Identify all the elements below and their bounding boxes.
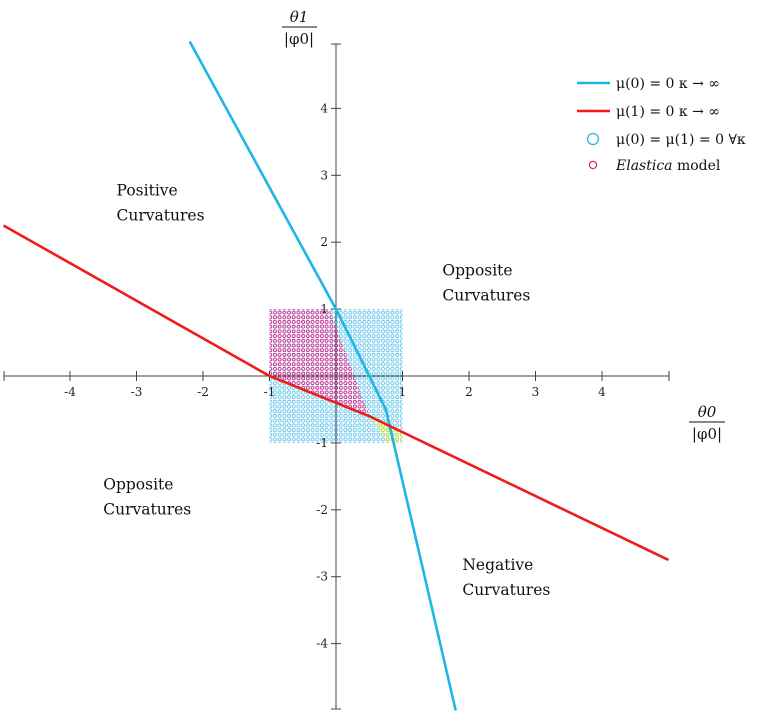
y-tick-label: 1 xyxy=(320,302,328,316)
legend-label-3-rest: model xyxy=(673,158,721,174)
y-tick-label: -4 xyxy=(316,637,328,651)
legend-label-3: Elastica model xyxy=(615,158,721,174)
annotation-1: Opposite Curvatures xyxy=(442,262,530,305)
y-tick-label: 2 xyxy=(320,235,328,249)
y-tick-label: 3 xyxy=(320,168,328,182)
x-tick-label: 3 xyxy=(532,385,540,399)
y-axis-title: θ1 |φ0| xyxy=(282,8,317,48)
x-tick-label: 4 xyxy=(598,385,606,399)
series-line-1 xyxy=(2,224,670,562)
legend-label-1: μ(1) = 0 κ → ∞ xyxy=(616,104,720,120)
region-annotations: PositiveCurvaturesOppositeCurvaturesOppo… xyxy=(103,181,550,599)
marker-region-3 xyxy=(269,309,370,417)
tick-labels: -4 -3 -2 -1 1 2 3 4 4 3 2 1 -1 -2 -3 -4 xyxy=(64,101,606,650)
annotation-3-line-0: Negative xyxy=(462,556,533,574)
annotation-2-line-0: Opposite xyxy=(103,476,173,494)
x-tick-label: -2 xyxy=(197,385,209,399)
x-tick-label: -4 xyxy=(64,385,76,399)
y-axis-title-denominator: |φ0| xyxy=(284,30,314,48)
y-tick-label: -2 xyxy=(316,503,328,517)
y-tick-label: -3 xyxy=(316,570,328,584)
legend-swatch-pink-circle xyxy=(588,160,598,170)
y-tick-label: -1 xyxy=(316,436,328,450)
series-lines xyxy=(2,40,670,711)
series-line-0 xyxy=(188,40,457,711)
x-axis-title-denominator: |φ0| xyxy=(692,425,722,443)
x-axis-title-numerator: θ0 xyxy=(698,403,717,421)
annotation-2: Opposite Curvatures xyxy=(103,476,191,519)
x-axis-title: θ0 |φ0| xyxy=(689,403,725,443)
marker-region-4 xyxy=(369,416,402,443)
x-tick-label: -3 xyxy=(131,385,143,399)
x-tick-label: -1 xyxy=(264,385,276,399)
x-tick-label: 2 xyxy=(465,385,473,399)
annotation-2-line-1: Curvatures xyxy=(103,501,191,519)
annotation-3: Negative Curvatures xyxy=(462,556,550,599)
annotation-0-line-0: Positive xyxy=(117,181,178,199)
legend-label-3-italic: Elastica xyxy=(615,158,673,174)
annotation-0-line-1: Curvatures xyxy=(117,206,205,224)
y-axis-title-numerator: θ1 xyxy=(290,8,309,26)
axes xyxy=(3,43,670,710)
annotation-3-line-1: Curvatures xyxy=(462,581,550,599)
annotation-0: Positive Curvatures xyxy=(117,181,205,224)
legend-swatch-blue-circle xyxy=(586,132,600,146)
x-tick-label: 1 xyxy=(399,385,407,399)
annotation-1-line-1: Curvatures xyxy=(442,287,530,305)
annotation-1-line-0: Opposite xyxy=(442,262,512,280)
y-tick-label: 4 xyxy=(320,101,328,115)
legend-label-2: μ(0) = μ(1) = 0 ∀κ xyxy=(616,132,746,148)
legend-label-0: μ(0) = 0 κ → ∞ xyxy=(616,76,720,92)
legend: μ(0) = 0 κ → ∞ μ(1) = 0 κ → ∞ μ(0) = μ(1… xyxy=(577,76,746,174)
